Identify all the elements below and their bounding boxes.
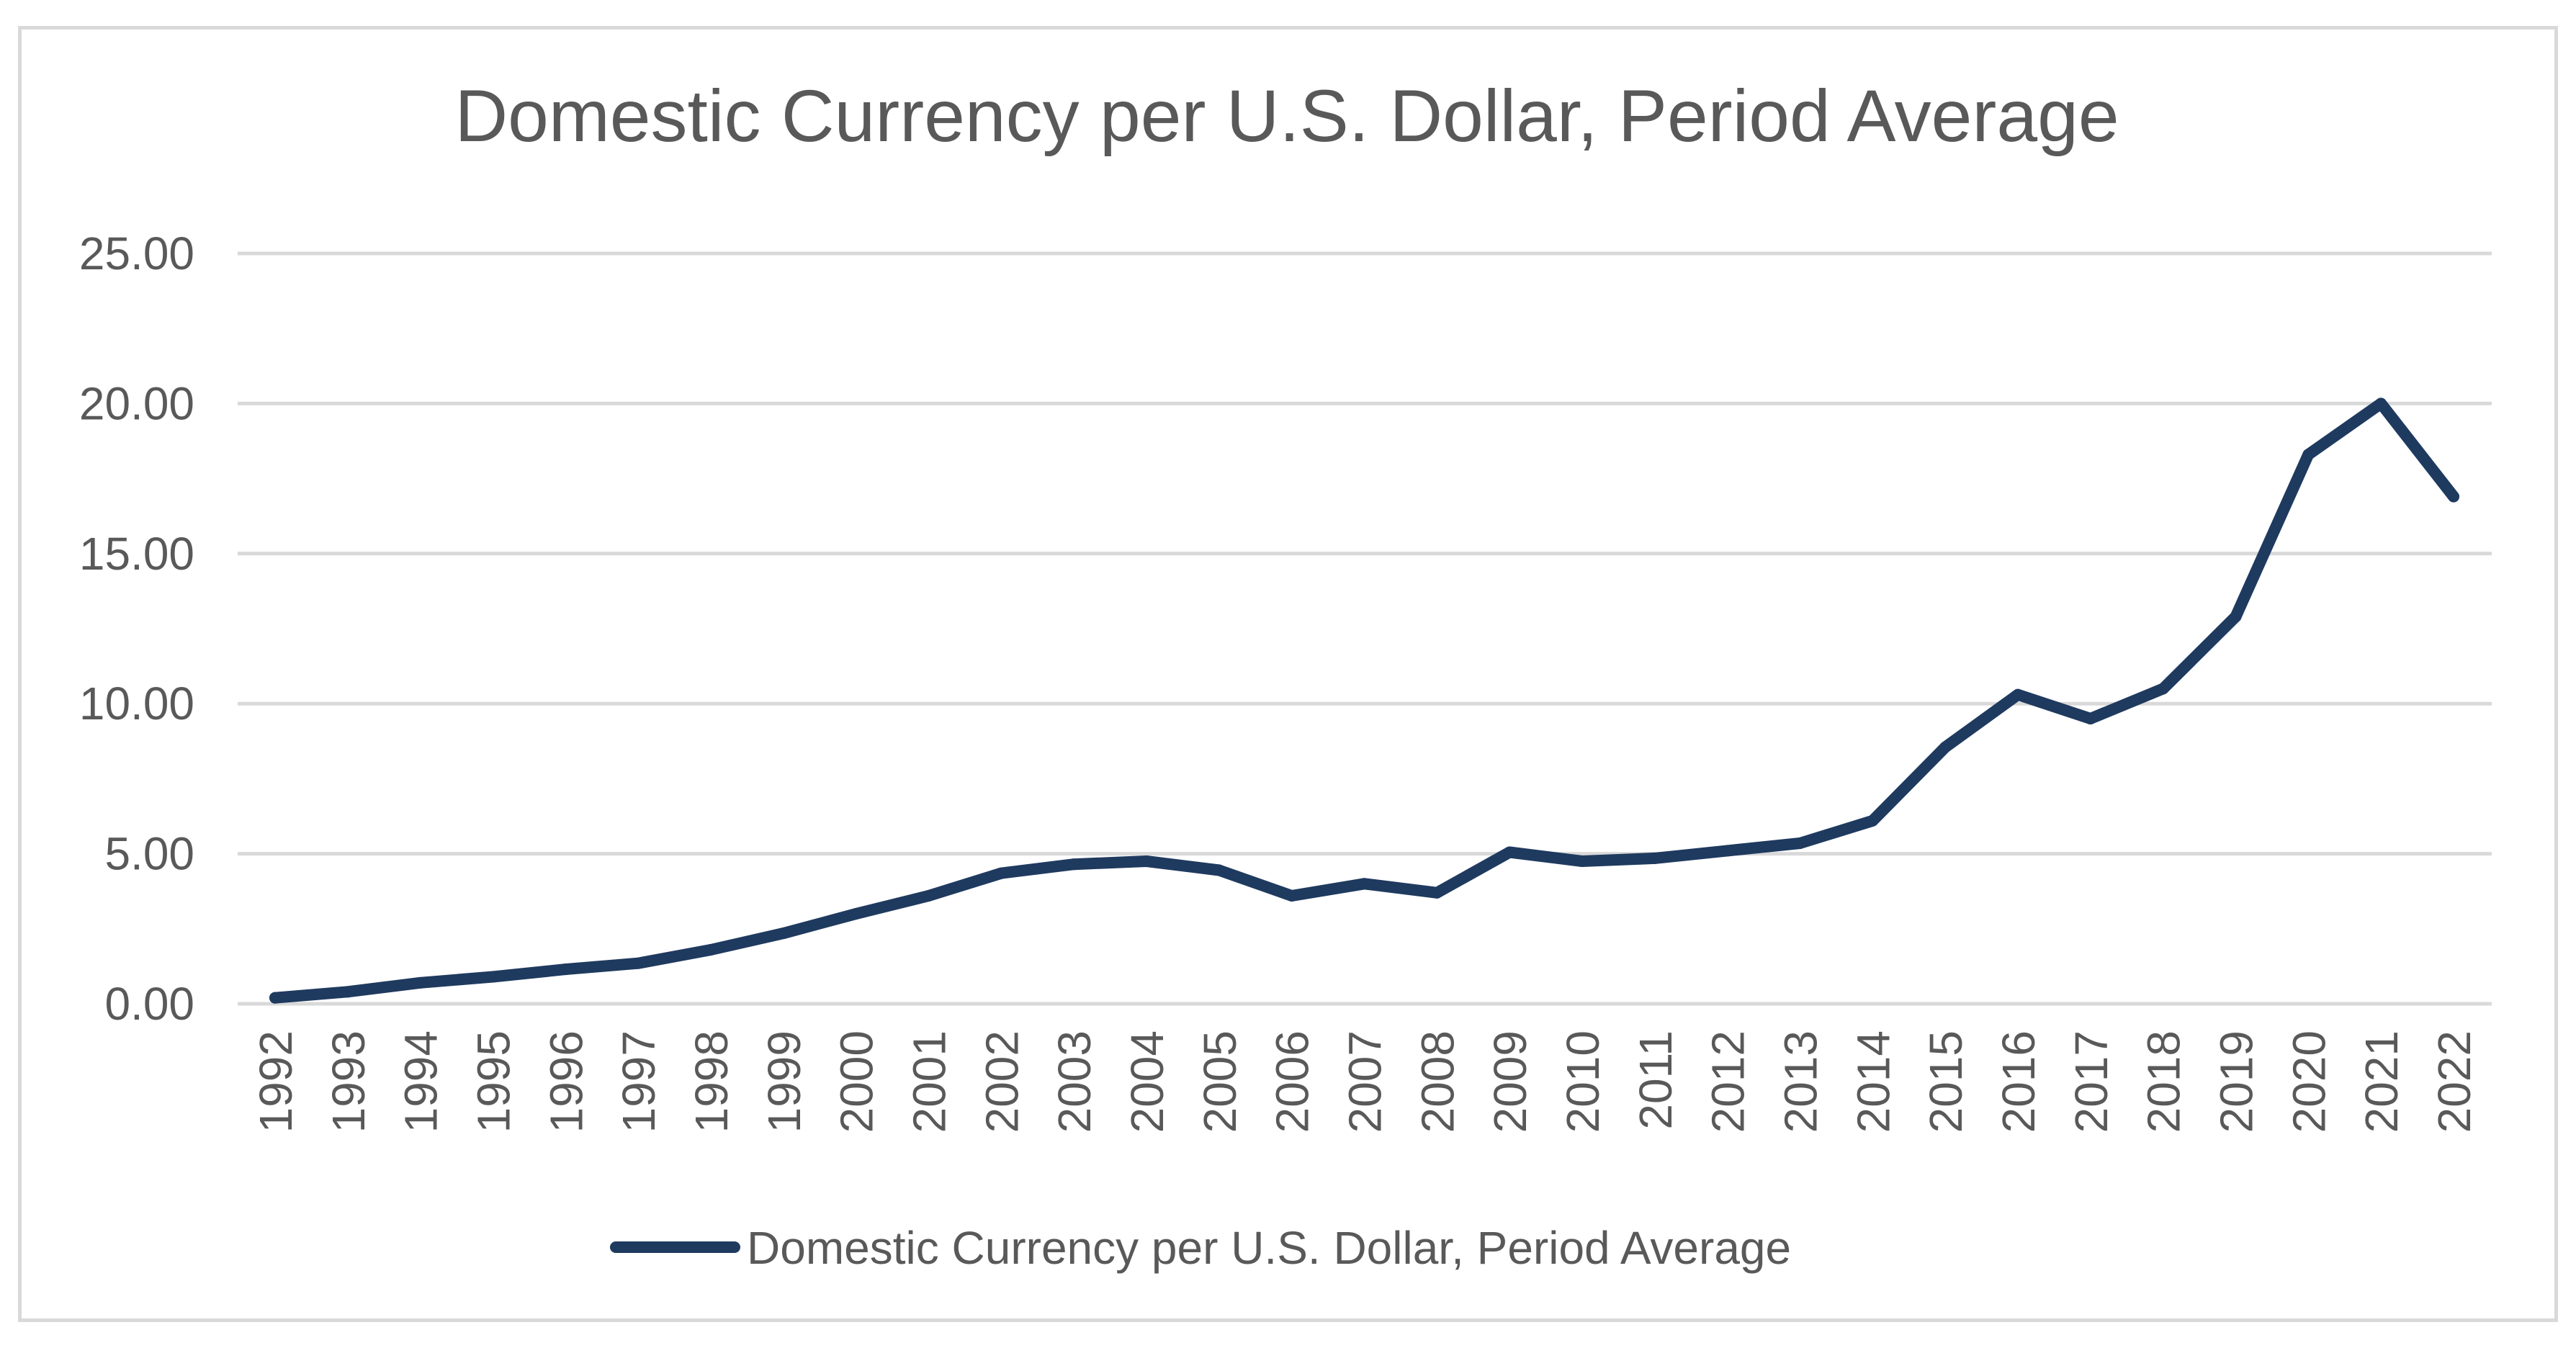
data-point bbox=[1721, 845, 1733, 857]
x-tick-label: 1992 bbox=[250, 1030, 302, 1133]
x-tick-label: 2005 bbox=[1194, 1030, 1246, 1133]
data-point bbox=[1285, 889, 1298, 902]
data-point bbox=[1141, 855, 1152, 868]
series-layer bbox=[269, 397, 2459, 1004]
data-point bbox=[2012, 688, 2024, 701]
x-tick-label: 2019 bbox=[2211, 1030, 2263, 1133]
data-point bbox=[1431, 886, 1443, 899]
x-tick-label: 2016 bbox=[1993, 1030, 2045, 1133]
data-point bbox=[1794, 837, 1806, 850]
y-tick-label: 25.00 bbox=[79, 228, 194, 279]
data-point bbox=[1358, 878, 1370, 890]
y-tick-label: 20.00 bbox=[79, 377, 194, 429]
chart-frame: Domestic Currency per U.S. Dollar, Perio… bbox=[18, 26, 2558, 1322]
data-point bbox=[2302, 449, 2315, 461]
data-point bbox=[2084, 713, 2096, 725]
data-point bbox=[414, 976, 426, 989]
data-point bbox=[487, 971, 499, 983]
x-tick-label: 2000 bbox=[831, 1030, 883, 1133]
y-tick-label: 15.00 bbox=[79, 528, 194, 580]
x-tick-label: 1996 bbox=[540, 1030, 592, 1133]
x-tick-label: 2020 bbox=[2283, 1030, 2335, 1133]
chart-svg: Domestic Currency per U.S. Dollar, Perio… bbox=[79, 75, 2492, 1274]
x-tick-label: 2012 bbox=[1702, 1030, 1754, 1133]
data-point bbox=[341, 986, 354, 998]
data-point bbox=[2375, 397, 2387, 410]
data-point bbox=[705, 943, 717, 956]
data-point bbox=[632, 957, 645, 969]
x-tick-label: 2009 bbox=[1484, 1030, 1536, 1133]
series-line bbox=[269, 397, 2459, 1004]
y-tick-label: 5.00 bbox=[104, 828, 194, 880]
x-tick-label: 2004 bbox=[1121, 1030, 1173, 1133]
x-tick-label: 2006 bbox=[1267, 1030, 1319, 1133]
x-axis-tick-labels: 1992 1993 1994 1995 1996 1997 1998 1999 2000 2001… bbox=[250, 1030, 2480, 1133]
legend-label: Domestic Currency per U.S. Dollar, Perio… bbox=[747, 1222, 1791, 1274]
data-point bbox=[1213, 864, 1225, 876]
y-tick-label: 10.00 bbox=[79, 678, 194, 729]
chart-title: Domestic Currency per U.S. Dollar, Perio… bbox=[454, 75, 2119, 157]
x-tick-label: 2002 bbox=[976, 1030, 1028, 1133]
x-tick-label: 1997 bbox=[613, 1030, 665, 1133]
x-tick-label: 2018 bbox=[2138, 1030, 2190, 1133]
legend: Domestic Currency per U.S. Dollar, Perio… bbox=[610, 1222, 1791, 1274]
x-tick-label: 1998 bbox=[686, 1030, 737, 1133]
data-point bbox=[2448, 490, 2459, 503]
data-point bbox=[1939, 741, 1952, 753]
x-tick-label: 2021 bbox=[2356, 1030, 2407, 1133]
x-tick-label: 2014 bbox=[1847, 1030, 1899, 1133]
x-tick-label: 2007 bbox=[1339, 1030, 1391, 1133]
data-point bbox=[269, 992, 281, 1004]
data-point bbox=[560, 963, 572, 976]
data-point bbox=[1648, 852, 1661, 864]
data-point bbox=[850, 907, 862, 920]
x-tick-label: 2010 bbox=[1557, 1030, 1609, 1133]
x-tick-label: 2001 bbox=[904, 1030, 956, 1133]
data-point bbox=[923, 889, 935, 902]
data-point bbox=[995, 867, 1007, 879]
x-tick-label: 1995 bbox=[468, 1030, 520, 1133]
x-tick-label: 2008 bbox=[1412, 1030, 1463, 1133]
x-tick-label: 1994 bbox=[395, 1030, 447, 1133]
data-point bbox=[2157, 683, 2169, 695]
y-axis-tick-labels: 0.00 5.00 10.00 15.00 20.00 25.00 bbox=[79, 228, 194, 1030]
x-tick-label: 2015 bbox=[1920, 1030, 1972, 1133]
x-tick-label: 2022 bbox=[2428, 1030, 2480, 1133]
x-tick-label: 2013 bbox=[1775, 1030, 1827, 1133]
gridlines bbox=[238, 251, 2492, 1006]
y-tick-label: 0.00 bbox=[104, 978, 194, 1030]
x-tick-label: 1999 bbox=[758, 1030, 810, 1133]
x-tick-label: 2003 bbox=[1049, 1030, 1100, 1133]
x-tick-label: 2011 bbox=[1630, 1030, 1682, 1130]
data-point bbox=[1576, 855, 1588, 868]
x-tick-label: 1993 bbox=[323, 1030, 374, 1133]
data-point bbox=[777, 927, 789, 940]
data-point bbox=[1504, 846, 1516, 858]
data-point bbox=[1068, 858, 1080, 871]
data-point bbox=[2230, 611, 2242, 623]
data-point bbox=[1867, 814, 1879, 827]
x-tick-label: 2017 bbox=[2065, 1030, 2117, 1133]
